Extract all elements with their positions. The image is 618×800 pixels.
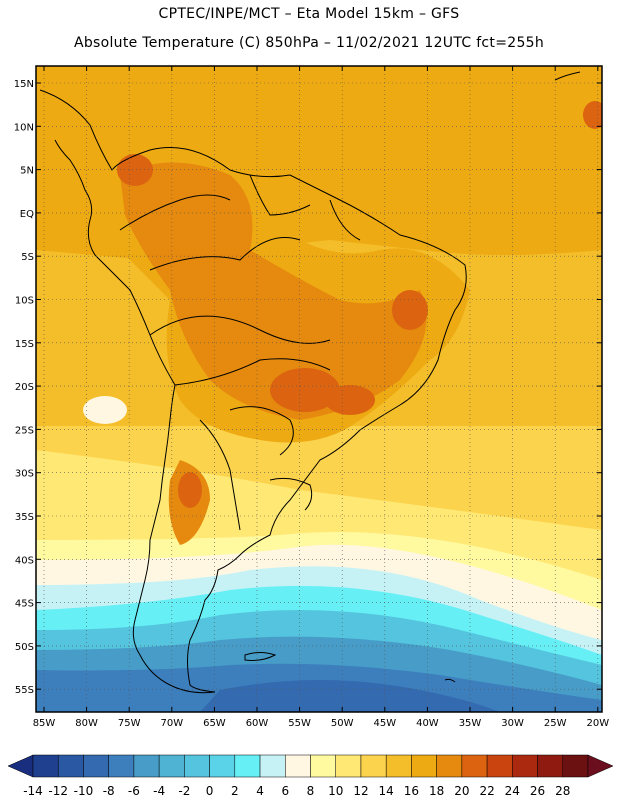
colorbar-tick-label: 10 [328,784,343,798]
colorbar-tick-label: 26 [530,784,545,798]
longitude-label: 60W [246,718,269,729]
colorbar-tick-label: 18 [429,784,444,798]
longitude-label: 40W [416,718,439,729]
colorbar-swatch [133,754,160,778]
longitude-label: 20W [586,718,609,729]
colorbar-swatch [411,754,437,778]
coastlines [39,71,581,694]
colorbar-tick-label: -4 [153,784,165,798]
latitude-label: 10S [15,296,34,307]
colorbar-tick-label: 12 [353,784,368,798]
colorbar [7,754,614,778]
latitude-label: EQ [20,209,34,220]
temperature-field [36,66,602,712]
colorbar-swatch [335,754,362,778]
colorbar-tick-label: -8 [103,784,115,798]
colorbar-swatch [385,754,412,778]
longitude-label: 85W [33,718,56,729]
colorbar-swatch [461,754,488,778]
colorbar-tick-label: 2 [231,784,239,798]
latitude-label: 5S [21,252,34,263]
colorbar-tick-label: 28 [555,784,570,798]
latitude-labels: 15N 10N 5N EQ 5S 10S 15S 20S 25S 30S 35S 40S 45S 50S 5… [14,79,34,696]
latitude-label: 45S [15,599,34,610]
colorbar-swatch [512,754,538,778]
colorbar-tick-label: 0 [206,784,214,798]
longitude-label: 80W [75,718,98,729]
longitude-label: 35W [459,718,482,729]
colorbar-tick-label: -14 [23,784,43,798]
colorbar-swatch [562,754,589,778]
longitude-label: 70W [160,718,183,729]
longitude-label: 30W [501,718,524,729]
colorbar-tick-label: -10 [74,784,94,798]
latitude-label: 55S [15,685,34,696]
chart-title: CPTEC/INPE/MCT – Eta Model 15km – GFS [158,6,460,22]
longitude-label: 55W [288,718,311,729]
colorbar-tick-label: 14 [379,784,394,798]
latitude-label: 20S [15,382,34,393]
longitude-label: 45W [373,718,396,729]
colorbar-high-arrow [587,754,614,778]
colorbar-swatch [83,754,109,778]
colorbar-swatch [158,754,185,778]
latitude-label: 30S [15,469,34,480]
longitude-label: 65W [203,718,226,729]
colorbar-swatch [234,754,261,778]
colorbar-tick-label: 24 [505,784,520,798]
latitude-label: 10N [14,122,34,133]
colorbar-swatch [310,754,336,778]
longitude-labels: 85W 80W 75W 70W 65W 60W 55W 50W 45W 40W 35W 30W 25W 2… [33,718,610,729]
colorbar-swatch [57,754,84,778]
colorbar-tick-label: 8 [307,784,315,798]
colorbar-swatch [537,754,564,778]
colorbar-swatch [209,754,236,778]
colorbar-swatch [436,754,463,778]
chart-subtitle: Absolute Temperature (C) 850hPa – 11/02/… [73,35,545,51]
colorbar-tick-label: 22 [479,784,494,798]
latitude-label: 40S [15,555,34,566]
colorbar-tick-label: 16 [404,784,419,798]
colorbar-low-arrow [7,754,34,778]
colorbar-swatch [108,754,135,778]
colorbar-tick-label: 4 [256,784,264,798]
latitude-label: 15S [15,339,34,350]
map-frame [35,65,603,713]
colorbar-swatch [259,754,286,778]
colorbar-labels: -14 -12 -10 -8 -6 -4 -2 0 2 4 6 8 10 12 14 16 18 20 22 24 26… [23,784,570,798]
latitude-label: 50S [15,642,34,653]
latitude-label: 35S [15,512,34,523]
colorbar-tick-label: -2 [178,784,190,798]
longitude-label: 25W [544,718,567,729]
colorbar-swatch [360,754,387,778]
longitude-label: 50W [331,718,354,729]
latitude-label: 15N [14,79,34,90]
latitude-label: 5N [20,166,34,177]
axis-ticks [36,66,602,712]
colorbar-tick-label: -6 [128,784,140,798]
colorbar-swatch [486,754,513,778]
colorbar-swatch [32,754,59,778]
colorbar-swatch [184,754,210,778]
colorbar-swatch [285,754,311,778]
colorbar-tick-label: 6 [281,784,289,798]
longitude-label: 75W [118,718,141,729]
colorbar-tick-label: 20 [454,784,469,798]
latitude-label: 25S [15,425,34,436]
colorbar-tick-label: -12 [48,784,68,798]
